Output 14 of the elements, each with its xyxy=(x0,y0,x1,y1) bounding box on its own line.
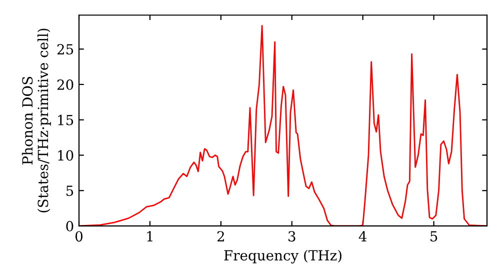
x-tick-label: 5 xyxy=(430,231,438,242)
x-tick-label: 0 xyxy=(75,231,82,242)
x-axis-title: Frequency (THz) xyxy=(224,250,342,264)
y-tick-label: 25 xyxy=(57,44,74,55)
y-tick-label: 0 xyxy=(66,220,74,232)
y-tick-label: 15 xyxy=(58,114,74,126)
y-tick-label: 10 xyxy=(58,150,74,161)
y-tick-label: 5 xyxy=(66,186,74,196)
x-tick-label: 1 xyxy=(147,231,152,242)
y-axis-title: Phonon DOS (States/THz·primitive cell) xyxy=(22,28,51,212)
y-tick-label: 20 xyxy=(57,79,74,90)
x-tick-label: 3 xyxy=(288,231,296,242)
x-tick-label: 2 xyxy=(217,231,224,242)
x-tick-label: 4 xyxy=(358,231,367,242)
